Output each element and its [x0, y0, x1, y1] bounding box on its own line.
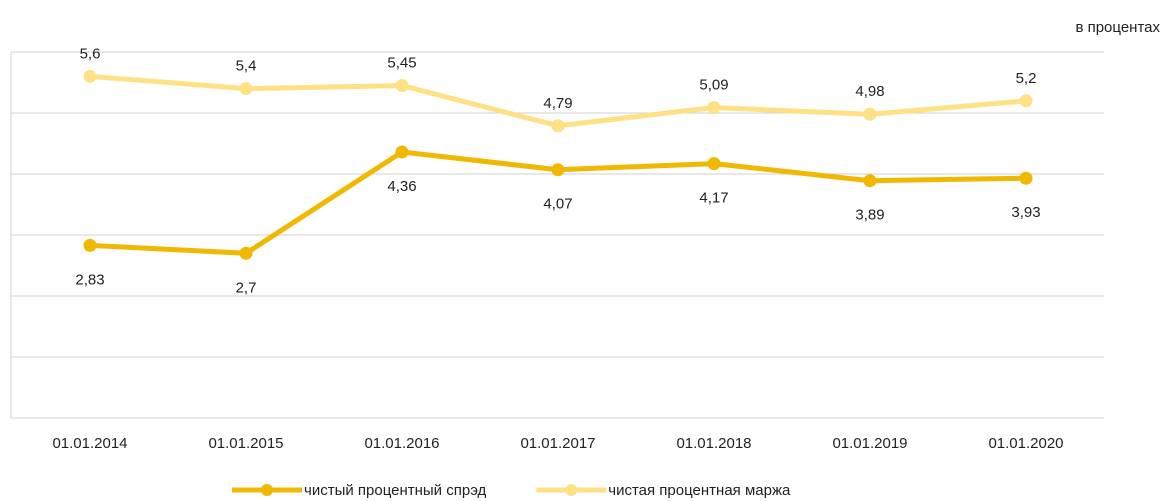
data-label: 4,17	[699, 190, 728, 207]
legend-marker	[261, 484, 273, 496]
point	[239, 82, 253, 96]
x-tick-label: 01.01.2016	[364, 435, 439, 452]
data-label: 2,83	[75, 271, 104, 288]
data-label: 4,36	[387, 178, 416, 195]
x-tick-label: 01.01.2017	[520, 435, 595, 452]
point	[707, 101, 721, 115]
point	[863, 174, 877, 188]
point	[707, 157, 721, 171]
x-tick-label: 01.01.2019	[832, 435, 907, 452]
legend-label: чистый процентный спрэд	[304, 482, 487, 499]
x-tick-label: 01.01.2014	[52, 435, 127, 452]
data-label: 2,7	[236, 279, 257, 296]
x-tick-label: 01.01.2020	[988, 435, 1063, 452]
data-label: 5,45	[387, 55, 416, 72]
point	[1019, 94, 1033, 108]
x-tick-label: 01.01.2015	[208, 435, 283, 452]
legend-marker	[565, 484, 578, 496]
data-label: 5,4	[236, 58, 257, 75]
data-label: 4,79	[543, 95, 572, 112]
point	[1019, 171, 1033, 185]
point	[395, 145, 409, 159]
point	[863, 107, 877, 121]
point	[551, 163, 565, 177]
data-label: 4,07	[543, 196, 572, 213]
x-tick-label: 01.01.2018	[676, 435, 751, 452]
unit-label: в процентах	[1075, 19, 1160, 36]
legend-label: чистая процентная маржа	[608, 482, 791, 499]
data-label: 5,2	[1016, 70, 1037, 87]
point	[551, 119, 565, 133]
point	[83, 69, 97, 83]
point	[239, 246, 253, 260]
point	[83, 238, 97, 252]
data-label: 3,89	[855, 207, 884, 224]
data-label: 5,09	[699, 76, 728, 93]
data-label: 5,6	[80, 45, 101, 62]
data-label: 3,93	[1011, 204, 1040, 221]
data-label: 4,98	[855, 83, 884, 100]
point	[395, 79, 409, 93]
